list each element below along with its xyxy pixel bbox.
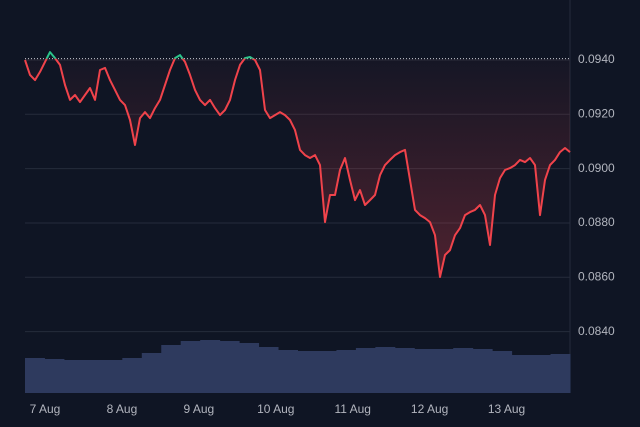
- volume-bar: [375, 347, 396, 393]
- x-tick-label: 7 Aug: [30, 402, 61, 416]
- volume-bar: [297, 351, 318, 393]
- volume-bar: [258, 347, 279, 393]
- volume-bar: [278, 350, 298, 393]
- volume-bar: [122, 358, 143, 393]
- volume-bar: [219, 341, 240, 393]
- x-tick-label: 8 Aug: [107, 402, 138, 416]
- area-below-baseline: [25, 58, 570, 277]
- volume-bar: [531, 355, 552, 393]
- volume-bar: [239, 343, 260, 393]
- y-tick-label: 0.0880: [578, 215, 615, 229]
- volume-bar: [492, 351, 513, 393]
- volume-bar: [453, 348, 474, 393]
- y-tick-label: 0.0920: [578, 106, 615, 120]
- volume-bar: [141, 353, 162, 393]
- volume-bar: [161, 345, 182, 393]
- volume-bar: [25, 358, 45, 393]
- volume-bar: [511, 355, 532, 393]
- volume-bar: [44, 359, 65, 393]
- y-tick-label: 0.0860: [578, 269, 615, 283]
- volume-bar: [414, 349, 435, 393]
- volume-bar: [355, 348, 376, 393]
- price-line: [24, 58, 571, 278]
- y-tick-label: 0.0840: [578, 324, 615, 338]
- y-tick-label: 0.0900: [578, 161, 615, 175]
- volume-bar: [394, 348, 415, 393]
- volume-bar: [433, 349, 454, 393]
- y-tick-label: 0.0940: [578, 52, 615, 66]
- volume-bar: [180, 341, 201, 393]
- volume-bar: [336, 350, 357, 393]
- volume-bar: [83, 360, 104, 393]
- volume-bar: [550, 354, 571, 393]
- volume-bar: [200, 340, 221, 393]
- volume-bar: [316, 351, 337, 393]
- x-tick-label: 13 Aug: [488, 402, 525, 416]
- x-tick-label: 10 Aug: [257, 402, 294, 416]
- x-tick-label: 9 Aug: [183, 402, 214, 416]
- x-tick-label: 11 Aug: [334, 402, 370, 416]
- volume-bar: [472, 349, 493, 393]
- x-tick-label: 12 Aug: [411, 402, 448, 416]
- volume-bar: [102, 360, 123, 393]
- volume-bar: [63, 360, 84, 393]
